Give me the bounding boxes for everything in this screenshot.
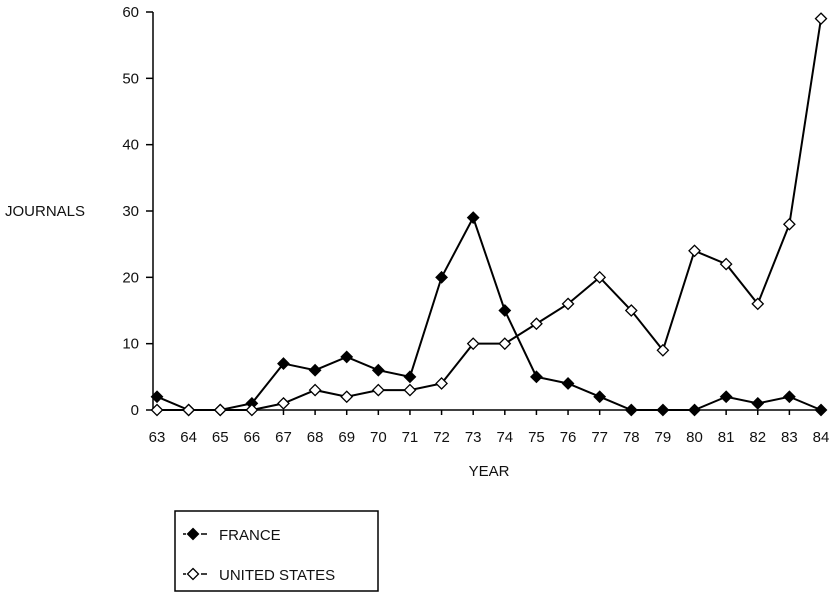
x-tick-label: 75 xyxy=(528,429,545,446)
data-point-france xyxy=(277,357,290,370)
data-point-united-states xyxy=(530,317,543,331)
x-tick-label: 71 xyxy=(402,429,419,446)
x-tick-label: 64 xyxy=(180,429,197,446)
x-tick-label: 66 xyxy=(244,429,261,446)
x-tick-label: 79 xyxy=(655,429,672,446)
x-tick-label: 80 xyxy=(686,429,703,446)
data-point-united-states xyxy=(277,396,290,410)
x-tick-label: 74 xyxy=(496,429,513,446)
data-point-united-states xyxy=(245,403,259,417)
x-tick-label: 67 xyxy=(275,429,292,446)
x-tick-label: 84 xyxy=(813,429,830,446)
x-tick-label: 72 xyxy=(433,429,450,446)
data-point-france xyxy=(782,390,796,404)
x-tick-label: 76 xyxy=(560,429,577,446)
y-tick-label: 50 xyxy=(122,70,139,87)
x-tick-label: 83 xyxy=(781,429,798,446)
legend-marker-france xyxy=(186,527,200,541)
y-tick-label: 30 xyxy=(122,203,139,220)
data-point-france xyxy=(624,403,638,417)
x-tick-label: 73 xyxy=(465,429,482,446)
data-point-united-states xyxy=(688,244,701,258)
y-tick-label: 0 xyxy=(131,402,139,419)
data-point-france xyxy=(561,377,575,390)
data-point-france xyxy=(308,363,322,377)
x-tick-label: 82 xyxy=(749,429,766,446)
x-tick-label: 77 xyxy=(591,429,608,446)
x-tick-label: 70 xyxy=(370,429,387,446)
y-tick-label: 10 xyxy=(122,336,139,353)
x-tick-label: 65 xyxy=(212,429,229,446)
data-point-france xyxy=(530,370,543,384)
data-point-united-states xyxy=(814,12,828,26)
x-tick-label: 68 xyxy=(307,429,324,446)
data-point-united-states xyxy=(751,297,765,311)
y-tick-label: 20 xyxy=(122,269,139,286)
data-point-france xyxy=(688,403,701,417)
data-point-france xyxy=(371,363,385,377)
data-point-united-states xyxy=(150,403,164,417)
legend-label-france: FRANCE xyxy=(219,527,281,544)
x-axis-label: YEAR xyxy=(469,463,510,480)
data-point-united-states xyxy=(782,217,796,231)
legend-items: FRANCE UNITED STATES xyxy=(183,527,335,584)
x-tick-label: 69 xyxy=(338,429,355,446)
legend-item-france: FRANCE xyxy=(183,527,281,544)
series-line-united-states xyxy=(157,18,822,411)
series-france xyxy=(150,211,828,417)
y-axis-ticks: 0 10 20 30 40 50 60 xyxy=(122,4,153,419)
y-axis-label: JOURNALS xyxy=(5,203,85,220)
data-point-united-states xyxy=(340,390,354,404)
legend-item-united-states: UNITED STATES xyxy=(183,567,335,584)
data-point-france xyxy=(498,304,512,317)
legend-box xyxy=(174,510,379,592)
chart-axes xyxy=(152,12,821,411)
y-tick-label: 40 xyxy=(122,137,139,154)
data-point-france xyxy=(403,370,417,384)
data-point-france xyxy=(340,350,354,364)
series-layer xyxy=(150,12,828,417)
data-point-united-states xyxy=(656,343,670,357)
data-point-france xyxy=(593,390,607,404)
legend: FRANCE UNITED STATES xyxy=(174,510,379,592)
x-tick-label: 63 xyxy=(149,429,166,446)
data-point-france xyxy=(435,270,448,284)
data-point-united-states xyxy=(466,337,480,351)
data-point-france xyxy=(814,403,828,417)
data-point-france xyxy=(751,396,765,410)
data-point-united-states xyxy=(498,337,512,351)
legend-label-united-states: UNITED STATES xyxy=(219,567,335,584)
data-point-united-states xyxy=(403,383,417,397)
x-axis-ticks: 63 64 65 66 67 68 69 70 71 72 73 74 75 76 77 78 79 80 81 82… xyxy=(149,410,830,446)
y-tick-label: 60 xyxy=(122,4,139,21)
data-point-france xyxy=(150,390,164,404)
data-point-united-states xyxy=(435,377,448,390)
data-point-united-states xyxy=(561,297,575,311)
data-point-united-states xyxy=(308,383,322,397)
data-point-france xyxy=(466,211,480,225)
series-united-states xyxy=(150,12,828,417)
x-tick-label: 78 xyxy=(623,429,640,446)
data-point-united-states xyxy=(371,383,385,397)
data-point-france xyxy=(719,390,733,404)
data-point-france xyxy=(656,403,670,417)
data-point-united-states xyxy=(719,257,733,271)
data-point-united-states xyxy=(182,403,196,417)
data-point-united-states xyxy=(624,304,638,317)
data-point-united-states xyxy=(213,403,227,417)
series-line-france xyxy=(156,215,822,411)
x-tick-label: 81 xyxy=(718,429,735,446)
legend-marker-united-states xyxy=(186,567,200,581)
data-point-united-states xyxy=(593,270,607,284)
